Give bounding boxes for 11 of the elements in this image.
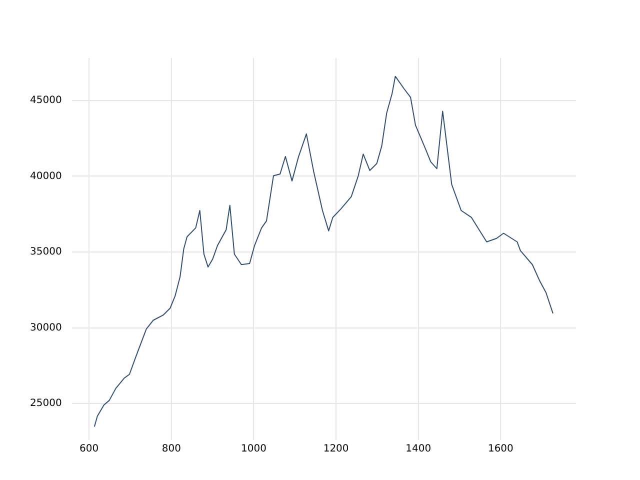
x-tick-label: 1400 xyxy=(406,444,432,455)
y-tick-label: 40000 xyxy=(30,170,62,182)
y-tick-label: 30000 xyxy=(30,322,62,334)
x-tick-label: 1200 xyxy=(323,444,349,455)
x-tick-label: 1600 xyxy=(488,444,514,455)
y-tick-label: 35000 xyxy=(30,246,62,258)
y-tick-label: 45000 xyxy=(30,95,62,106)
x-tick-label: 1000 xyxy=(241,444,266,455)
x-tick-label: 600 xyxy=(80,444,99,455)
y-tick-label: 25000 xyxy=(30,398,62,410)
x-tick-label: 800 xyxy=(162,444,181,455)
